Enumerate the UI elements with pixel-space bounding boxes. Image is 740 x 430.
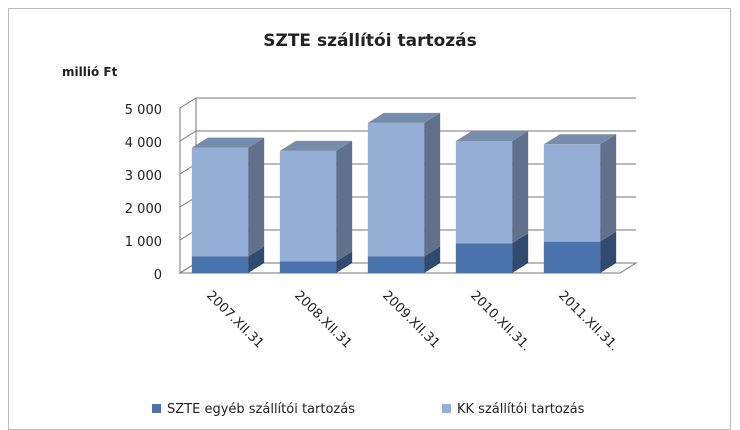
bar-side [600,231,617,273]
grid-line [179,97,636,109]
bar-front [455,141,513,244]
bar-front [543,144,601,242]
x-tick-label: 2010.XII.31. [467,288,533,354]
x-tick-label: 2007.XII.31 [203,288,266,351]
bar-side [424,246,441,273]
bar-side [336,251,353,273]
bar-front [367,122,425,257]
legend-swatch [152,404,161,413]
bar-front [455,243,513,273]
bar-top [543,134,617,145]
y-tick-label: 1 000 [125,235,162,250]
bar-side [512,131,529,244]
bar-top [455,131,529,141]
bar-side [248,137,265,257]
y-tick-label: 5 000 [125,103,162,118]
bar-front [279,150,337,262]
y-axis-label: millió Ft [62,65,118,79]
chart-title: SZTE szállítói tartozás [263,31,477,51]
x-tick-label: 2008.XII.31 [291,288,354,351]
bar-side [512,233,529,273]
x-tick-label: 2009.XII.31 [379,288,442,351]
x-tick-label: 2011.XII.31. [555,288,621,354]
y-tick-label: 2 000 [125,202,162,217]
bar-side [424,112,441,257]
y-tick-label: 0 [154,268,162,283]
legend-swatch [442,404,451,413]
bar-front [279,261,337,273]
bar-top [367,112,441,123]
bar-side [600,134,617,242]
bar-side [336,140,353,262]
bar-front [367,256,425,273]
bar-top [191,137,265,148]
bar-front [543,241,601,273]
legend-label: SZTE egyéb szállítói tartozás [167,402,355,417]
bar-top [279,140,353,151]
legend-label: KK szállítói tartozás [457,402,585,417]
y-tick-label: 4 000 [125,136,162,151]
y-tick-label: 3 000 [125,169,162,184]
bar-front [191,256,249,273]
bar-front [191,147,249,257]
bar-side [248,246,265,273]
